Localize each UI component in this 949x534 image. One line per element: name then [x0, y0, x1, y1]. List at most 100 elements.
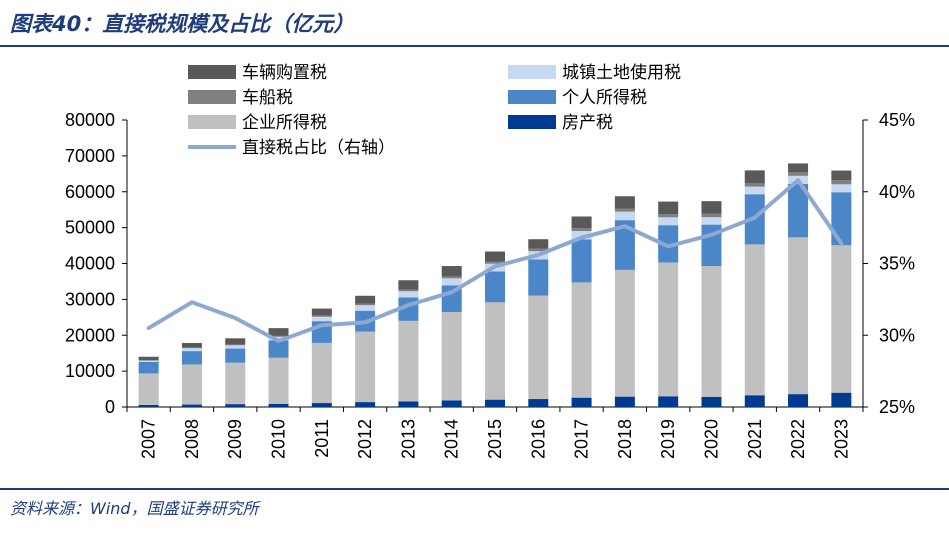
- y-tick-label-right: 25%: [879, 397, 915, 417]
- bar-segment: [441, 278, 462, 286]
- x-tick-label: 2022: [788, 419, 808, 459]
- bar-segment: [788, 163, 809, 173]
- bar-segment: [311, 308, 332, 316]
- x-tick-label: 2019: [658, 419, 678, 459]
- bar-segment: [658, 201, 679, 215]
- bar-segment: [138, 356, 159, 361]
- bar-segment: [571, 239, 592, 283]
- x-tick-label: 2018: [615, 419, 635, 459]
- bar-segment: [398, 289, 419, 292]
- bar-segment: [485, 251, 505, 262]
- bar-segment: [441, 276, 462, 279]
- bar-segment: [571, 228, 592, 232]
- x-tick-label: 2009: [225, 419, 245, 459]
- legend-swatch: [188, 65, 236, 79]
- y-tick-label-left: 0: [105, 397, 115, 417]
- x-tick-label: 2007: [139, 419, 159, 459]
- bar-segment: [485, 302, 505, 400]
- bar-segment: [268, 328, 289, 336]
- bar-segment: [138, 360, 159, 362]
- bar-segment: [831, 184, 852, 193]
- bar-segment: [181, 351, 202, 365]
- bar-segment: [788, 237, 809, 395]
- bar-segment: [225, 362, 246, 405]
- bar-segment: [658, 217, 679, 226]
- bar-segment: [268, 336, 289, 341]
- bar-segment: [701, 201, 722, 214]
- y-tick-label-right: 30%: [879, 325, 915, 345]
- bar-segment: [831, 392, 852, 407]
- chart-title: 图表40：直接税规模及占比（亿元）: [10, 12, 355, 36]
- bar-segment: [744, 244, 765, 396]
- y-tick-label-left: 20000: [65, 325, 115, 345]
- bar-segment: [311, 316, 332, 322]
- legend-swatch: [188, 90, 236, 104]
- y-tick-label-right: 35%: [879, 254, 915, 274]
- bar-segment: [485, 399, 505, 407]
- bar-segment: [225, 348, 246, 363]
- bar-segment: [571, 282, 592, 398]
- bar-segment: [485, 261, 505, 264]
- bar-segment: [658, 214, 679, 218]
- x-tick-label: 2012: [355, 419, 375, 459]
- x-tick-label: 2020: [701, 419, 721, 459]
- bar-segment: [225, 338, 246, 345]
- legend-label: 车辆购置税: [242, 63, 327, 83]
- bar-segment: [268, 335, 289, 337]
- bar-segment: [701, 217, 722, 225]
- bar-segment: [744, 395, 765, 407]
- x-tick-label: 2015: [485, 419, 505, 459]
- bar-segment: [398, 280, 419, 290]
- legend-label: 房产税: [562, 113, 613, 133]
- legend-label: 城镇土地使用税: [562, 62, 681, 83]
- y-tick-label-left: 50000: [65, 218, 115, 238]
- bar-segment: [744, 182, 765, 187]
- bar-segment: [485, 271, 505, 303]
- bar-segment: [225, 404, 246, 407]
- x-tick-label: 2016: [528, 419, 548, 459]
- bar-segment: [441, 266, 462, 277]
- bar-segment: [571, 216, 592, 229]
- bar-segment: [138, 373, 159, 405]
- bar-segment: [441, 400, 462, 407]
- bar-segment: [658, 262, 679, 397]
- x-tick-label: 2008: [182, 419, 202, 459]
- legend-label: 车船税: [242, 88, 293, 108]
- bar-segment: [788, 183, 809, 238]
- x-tick-label: 2014: [442, 419, 462, 459]
- bar-segment: [831, 180, 852, 185]
- bar-segment: [355, 303, 376, 306]
- y-tick-label-left: 60000: [65, 182, 115, 202]
- legend-label: 直接税占比（右轴）: [242, 138, 395, 158]
- bar-segment: [701, 213, 722, 218]
- bar-segment: [528, 295, 549, 400]
- legend-swatch: [508, 65, 556, 79]
- bar-segment: [225, 344, 246, 346]
- bar-segment: [571, 231, 592, 240]
- bar-segment: [225, 345, 246, 349]
- x-tick-label: 2021: [745, 419, 765, 459]
- bar-segment: [614, 220, 635, 270]
- bar-segment: [181, 348, 202, 352]
- bar-segment: [181, 404, 202, 407]
- bar-segment: [528, 399, 549, 407]
- bar-segment: [614, 208, 635, 212]
- legend-swatch: [508, 90, 556, 104]
- bar-segment: [398, 320, 419, 402]
- bar-segment: [614, 196, 635, 209]
- bar-segment: [311, 315, 332, 317]
- legend-label: 个人所得税: [562, 88, 647, 108]
- y-tick-label-left: 30000: [65, 289, 115, 309]
- bar-segment: [311, 403, 332, 407]
- bar-segment: [701, 266, 722, 397]
- bar-segment: [311, 342, 332, 404]
- bar-segment: [181, 364, 202, 405]
- bar-segment: [398, 401, 419, 407]
- bar-segment: [831, 170, 852, 181]
- bar-segment: [528, 259, 549, 296]
- x-tick-label: 2023: [831, 419, 851, 459]
- bar-segment: [614, 211, 635, 221]
- bar-segment: [788, 172, 809, 176]
- bar-segment: [355, 295, 376, 304]
